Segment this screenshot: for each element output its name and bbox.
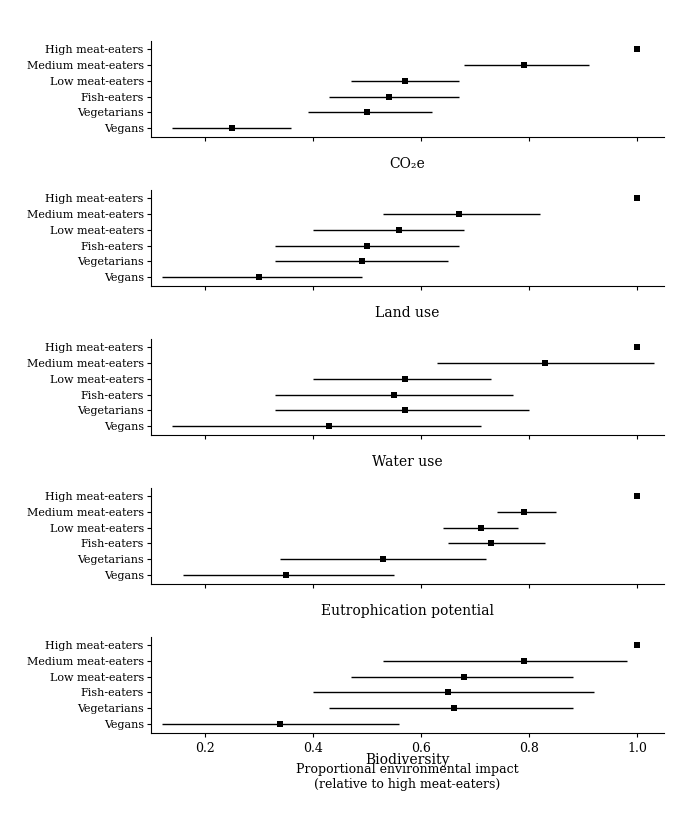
Title: Water use: Water use <box>372 455 443 469</box>
Title: Land use: Land use <box>375 306 440 320</box>
Title: CO₂e: CO₂e <box>390 157 425 171</box>
Title: Eutrophication potential: Eutrophication potential <box>321 604 494 618</box>
Title: Biodiversity: Biodiversity <box>365 753 450 767</box>
X-axis label: Proportional environmental impact
(relative to high meat-eaters): Proportional environmental impact (relat… <box>296 763 519 791</box>
